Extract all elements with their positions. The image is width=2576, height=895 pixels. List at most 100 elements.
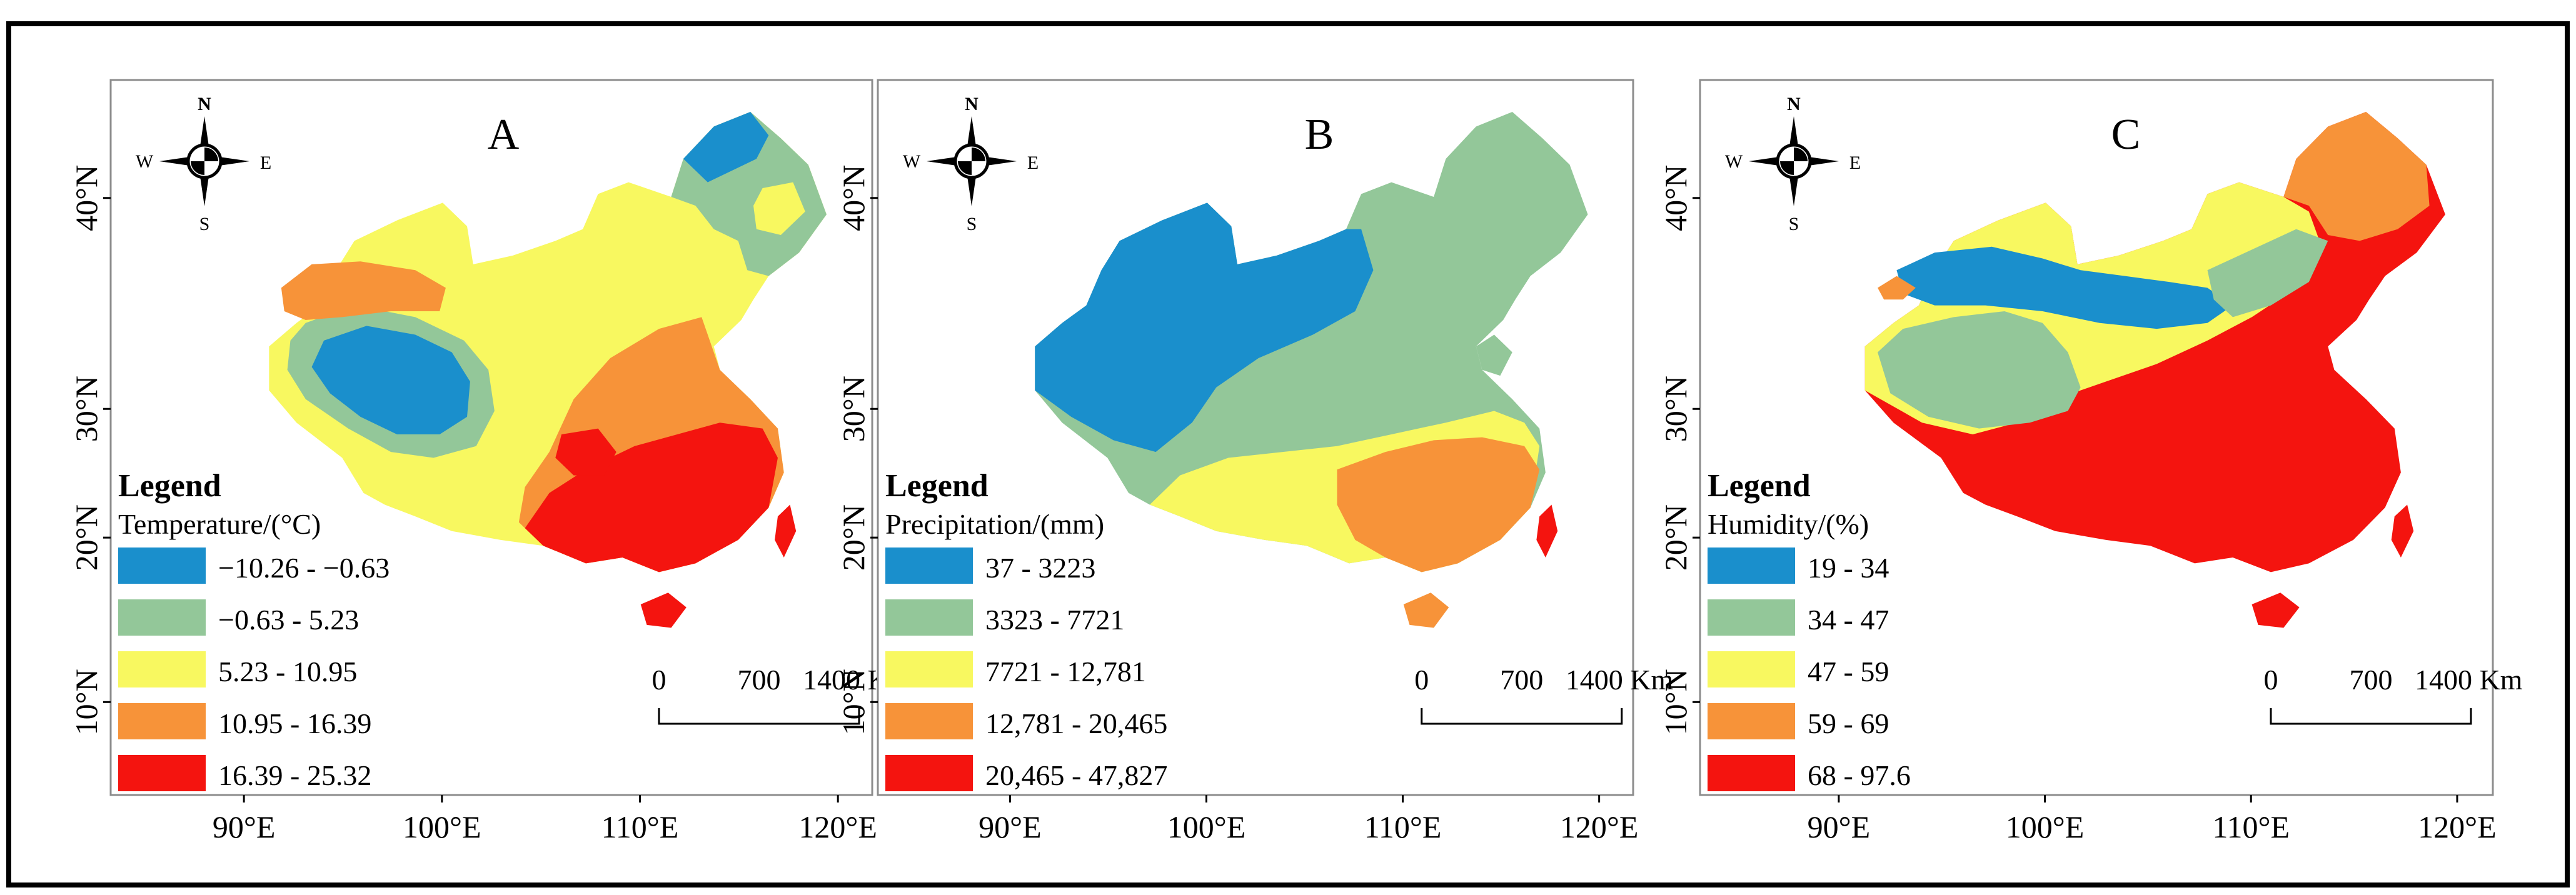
legend-swatch	[118, 651, 206, 688]
lon-label: 100°E	[1167, 809, 1246, 844]
legend-class-label: 7721 - 12,781	[985, 656, 1146, 688]
taiwan-island	[775, 504, 797, 558]
legend-class-label: −10.26 - −0.63	[218, 552, 390, 584]
lon-label: 100°E	[403, 809, 481, 844]
lon-label: 110°E	[1364, 809, 1442, 844]
legend-swatch	[1708, 755, 1795, 791]
compass-quadrant-ne	[972, 148, 985, 161]
legend-swatch	[885, 599, 973, 636]
lat-label: 20°N	[1658, 504, 1693, 571]
lat-label: 10°N	[1658, 669, 1693, 735]
taiwan-island	[2391, 504, 2414, 558]
scale-tick-0: 0	[652, 664, 666, 696]
legend-heading: Legend	[118, 468, 221, 504]
legend-variable-label: Precipitation/(mm)	[885, 508, 1104, 540]
legend-class-label: 47 - 59	[1808, 656, 1889, 688]
legend-class-label: 68 - 97.6	[1808, 759, 1911, 791]
legend-variable-label: Temperature/(°C)	[118, 508, 321, 540]
climate-zone-5	[311, 326, 470, 434]
legend-swatch	[885, 703, 973, 739]
climate-zone-8	[525, 422, 778, 572]
compass-east-label: E	[1027, 152, 1039, 173]
lon-label: 90°E	[1808, 809, 1871, 844]
legend-swatch	[1708, 703, 1795, 739]
lat-label: 40°N	[69, 165, 104, 231]
scale-tick-1400: 1400 Km	[1566, 664, 1674, 696]
legend-class-label: 10.95 - 16.39	[218, 708, 371, 739]
legend-swatch	[1708, 548, 1795, 584]
legend-swatch	[885, 651, 973, 688]
hainan-island	[1403, 592, 1449, 628]
climate-zone-6	[281, 261, 446, 321]
map-panel-c: C N S W E Legend Humidity/(%) 19 - 34 34 - 47 47 …	[1658, 79, 2523, 844]
map-panel-a: A N S W E Legend Temperature/(°C) −10.26 - −0.6…	[69, 79, 911, 844]
lon-label: 120°E	[798, 809, 877, 844]
scale-tick-700: 700	[1500, 664, 1543, 696]
legend-class-label: −0.63 - 5.23	[218, 604, 359, 636]
climate-zone-9	[555, 428, 616, 476]
compass-north-label: N	[1787, 94, 1801, 114]
legend-class-label: 16.39 - 25.32	[218, 759, 371, 791]
legend-class-label: 12,781 - 20,465	[985, 708, 1167, 739]
lon-label: 120°E	[1560, 809, 1639, 844]
legend-class-label: 37 - 3223	[985, 552, 1095, 584]
lon-label: 90°E	[213, 809, 276, 844]
legend-heading: Legend	[1708, 468, 1811, 504]
compass-rose-icon: N S W E	[1725, 94, 1861, 234]
compass-south-label: S	[1789, 214, 1799, 234]
legend-class-label: 3323 - 7721	[985, 604, 1124, 636]
legend-class-label: 5.23 - 10.95	[218, 656, 357, 688]
taiwan-island	[1536, 504, 1558, 558]
panel-letter: C	[2111, 111, 2141, 159]
compass-quadrant-ne	[204, 148, 218, 161]
climate-zone-4	[1896, 246, 2233, 329]
compass-west-label: W	[136, 151, 154, 172]
climate-zone-3	[1878, 311, 2081, 429]
climate-zone-2	[683, 112, 769, 182]
legend-class-label: 20,465 - 47,827	[985, 759, 1167, 791]
compass-south-label: S	[967, 214, 977, 234]
lat-label: 20°N	[69, 504, 104, 571]
map-panel-b: B N S W E Legend Precipitation/(mm) 37 - 3223 33…	[836, 79, 1674, 844]
lat-label: 40°N	[836, 165, 871, 231]
legend-heading: Legend	[885, 468, 989, 504]
lon-label: 110°E	[601, 809, 679, 844]
compass-west-label: W	[903, 151, 921, 172]
scale-bar-line	[1421, 708, 1623, 725]
legend-swatch	[885, 548, 973, 584]
lat-label: 30°N	[1658, 376, 1693, 442]
lon-label: 110°E	[2212, 809, 2290, 844]
climate-zone-6	[1878, 276, 1916, 300]
china-map	[269, 112, 827, 628]
legend-class-label: 59 - 69	[1808, 708, 1889, 739]
lon-label: 100°E	[2006, 809, 2085, 844]
legend-class-label: 34 - 47	[1808, 604, 1889, 636]
legend-swatch	[118, 548, 206, 584]
compass-east-label: E	[1849, 152, 1861, 173]
china-map	[1864, 112, 2445, 628]
climate-zone-3	[1337, 437, 1540, 572]
compass-rose-icon: N S W E	[903, 94, 1039, 234]
lat-label: 10°N	[69, 669, 104, 735]
scale-bar-line	[658, 708, 860, 725]
compass-west-label: W	[1725, 151, 1743, 172]
lon-label: 90°E	[979, 809, 1042, 844]
lat-label: 10°N	[836, 669, 871, 735]
hainan-island	[2251, 592, 2300, 628]
lat-label: 30°N	[69, 376, 104, 442]
scale-tick-0: 0	[1414, 664, 1429, 696]
compass-east-label: E	[260, 152, 271, 173]
legend-swatch	[1708, 599, 1795, 636]
compass-north-label: N	[965, 94, 979, 114]
hainan-island	[640, 592, 687, 628]
climate-zone-1	[2283, 112, 2430, 241]
legend-class-label: 19 - 34	[1808, 552, 1889, 584]
scale-tick-0: 0	[2263, 664, 2278, 696]
compass-quadrant-sw	[191, 161, 204, 175]
lon-label: 120°E	[2418, 809, 2497, 844]
scale-tick-700: 700	[737, 664, 780, 696]
climate-zone-3	[753, 182, 805, 236]
compass-quadrant-sw	[1780, 161, 1794, 175]
legend-swatch	[118, 703, 206, 739]
